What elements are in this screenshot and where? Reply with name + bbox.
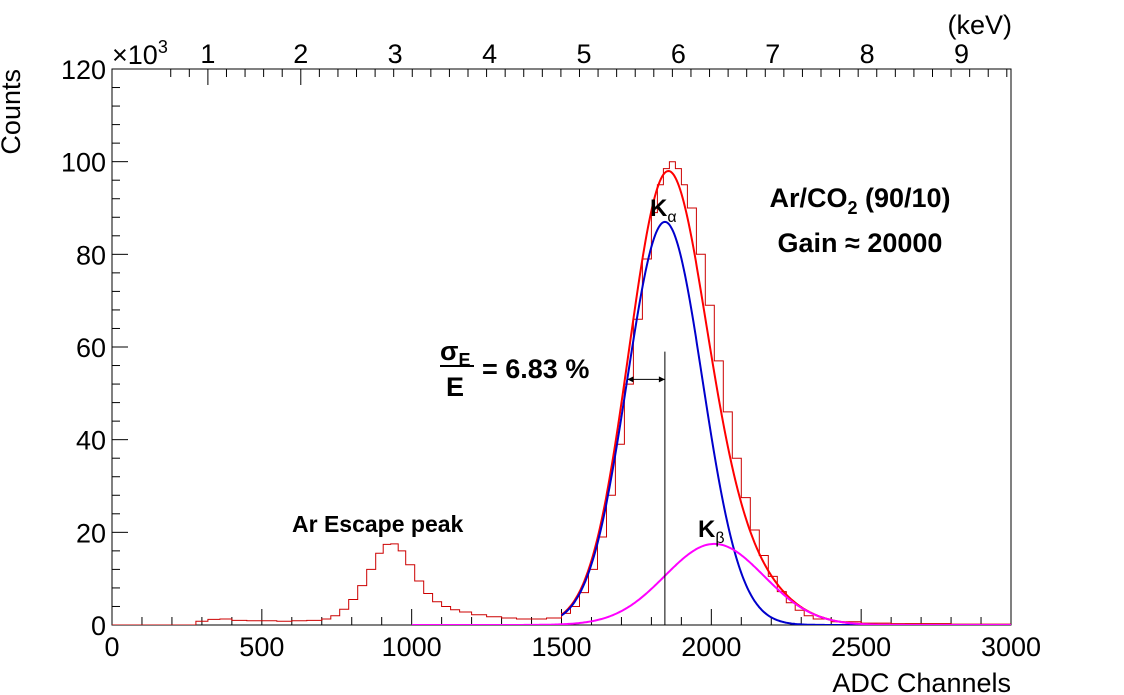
top-tick-label: 4 (482, 39, 497, 69)
series-k-alpha (560, 220, 1011, 625)
resolution-numerator: σE (440, 336, 471, 370)
gas-mixture-label: Ar/CO2 (90/10) (769, 183, 950, 218)
y-axis-title: Counts (0, 69, 26, 155)
escape-peak-label: Ar Escape peak (292, 511, 464, 537)
resolution-value: = 6.83 % (482, 354, 589, 384)
top-tick-label: 3 (388, 39, 403, 69)
top-tick-label: 5 (576, 39, 591, 69)
sigma-arrow-head-left (627, 376, 634, 383)
y-tick-label: 100 (61, 148, 106, 178)
y-tick-label: 60 (76, 333, 106, 363)
y-tick-label: 120 (61, 55, 106, 85)
top-tick-label: 6 (671, 39, 686, 69)
x-axis-title: ADC Channels (832, 668, 1011, 695)
x-tick-label: 500 (239, 632, 284, 662)
resolution-label: σE E = 6.83 % (440, 336, 589, 402)
top-tick-label: 8 (860, 39, 875, 69)
top-tick-label: 7 (765, 39, 780, 69)
x-tick-label: 3000 (981, 632, 1041, 662)
y-tick-label: 40 (76, 426, 106, 456)
top-tick-label: 1 (200, 39, 215, 69)
x-tick-label: 2500 (831, 632, 891, 662)
sigma-arrow-head-right (658, 376, 665, 383)
x-tick-label: 1000 (382, 632, 442, 662)
y-tick-label: 80 (76, 240, 106, 270)
k-alpha-label: Kα (650, 195, 677, 226)
x-tick-label: 1500 (531, 632, 591, 662)
y-tick-label: 0 (91, 611, 106, 641)
top-tick-label: 9 (954, 39, 969, 69)
x-tick-label: 2000 (681, 632, 741, 662)
series-total-fit (560, 169, 1011, 625)
top-tick-label: 2 (293, 39, 308, 69)
series-k-beta (411, 542, 1011, 625)
x-tick-label: 0 (104, 632, 119, 662)
resolution-markers (627, 351, 666, 625)
y-axis-multiplier: ×103 (112, 37, 168, 70)
top-axis-unit: (keV) (947, 10, 1012, 40)
y-tick-label: 20 (76, 518, 106, 548)
gain-label: Gain ≈ 20000 (778, 228, 943, 258)
axes: 0 500 1000 1500 2000 2500 3000 0 20 40 60 80 100 120 1… (61, 39, 1041, 662)
plot-frame (111, 68, 1012, 626)
k-beta-label: Kβ (698, 516, 725, 547)
curves (112, 161, 1011, 625)
resolution-denominator: E (446, 372, 464, 402)
